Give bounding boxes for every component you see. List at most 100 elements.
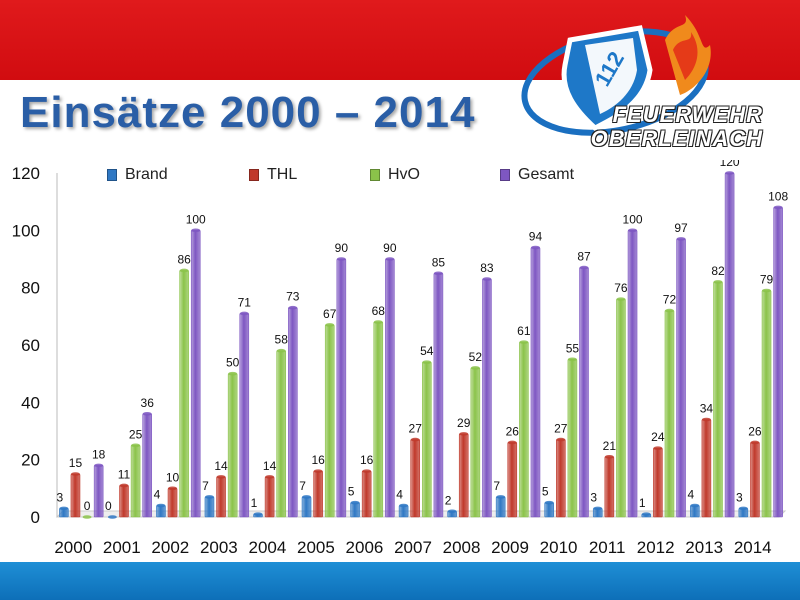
data-label-thl-2010: 27	[554, 422, 568, 436]
bar-cap-brand-2008	[447, 509, 457, 514]
data-label-gesamt-2006: 90	[383, 241, 397, 255]
bar-gesamt-2009	[530, 247, 541, 518]
chart-area: 0204060801001203150182000011253620014108…	[12, 160, 789, 557]
bar-gesamt-2013	[724, 172, 735, 518]
bar-cap-hvo-2011	[616, 297, 626, 301]
bottom-blue-band	[0, 562, 800, 600]
bar-cap-thl-2000	[70, 472, 80, 476]
bar-cap-gesamt-2012	[676, 237, 686, 241]
bar-cap-gesamt-2011	[628, 228, 638, 233]
data-label-brand-2009: 7	[493, 479, 500, 493]
data-label-brand-2013: 4	[687, 488, 694, 502]
bar-cap-brand-2001	[107, 515, 117, 519]
y-tick-label: 60	[21, 336, 40, 355]
data-label-thl-2002: 10	[166, 470, 180, 484]
bar-thl-2003	[216, 476, 226, 518]
data-label-gesamt-2000: 18	[92, 447, 106, 461]
bar-cap-thl-2011	[604, 455, 614, 459]
bar-cap-gesamt-2009	[530, 245, 540, 250]
legend-item-thl: THL	[249, 166, 297, 184]
bar-thl-2006	[361, 470, 372, 518]
bar-cap-thl-2014	[750, 440, 760, 445]
x-tick-label: 2004	[248, 538, 286, 557]
bar-gesamt-2000	[93, 465, 104, 518]
bar-hvo-2011	[616, 298, 626, 518]
bar-cap-gesamt-2003	[239, 311, 249, 316]
bar-cap-hvo-2007	[422, 360, 432, 364]
bar-cap-brand-2003	[204, 495, 214, 499]
bar-cap-hvo-2003	[228, 371, 238, 376]
data-label-thl-2004: 14	[263, 459, 277, 473]
bar-cap-gesamt-2002	[191, 228, 201, 233]
bar-cap-gesamt-2008	[482, 277, 492, 281]
data-label-hvo-2004: 58	[275, 333, 289, 347]
bar-cap-brand-2009	[496, 495, 506, 499]
x-tick-label: 2013	[685, 538, 723, 557]
bar-thl-2002	[167, 488, 178, 518]
data-label-brand-2007: 4	[396, 488, 403, 502]
y-tick-label: 0	[31, 508, 40, 527]
bar-cap-hvo-2008	[470, 366, 480, 370]
chart-floor	[55, 510, 787, 518]
bar-gesamt-2006	[385, 258, 395, 518]
legend-label: HvO	[388, 166, 420, 183]
y-tick-label: 20	[21, 451, 40, 470]
data-label-thl-2006: 16	[360, 453, 374, 467]
bar-thl-2005	[313, 470, 323, 518]
bar-gesamt-2005	[336, 258, 347, 518]
data-label-hvo-2008: 52	[469, 350, 483, 364]
bar-brand-2006	[350, 502, 360, 518]
data-label-brand-2012: 1	[639, 496, 646, 510]
bar-hvo-2013	[713, 281, 723, 518]
bar-cap-brand-2002	[156, 503, 166, 508]
bar-gesamt-2002	[190, 230, 201, 518]
bar-cap-gesamt-2005	[336, 257, 346, 261]
y-tick-label: 100	[12, 221, 40, 240]
data-label-hvo-2011: 76	[614, 281, 628, 295]
data-label-brand-2010: 5	[542, 485, 549, 499]
bar-gesamt-2007	[433, 273, 444, 518]
bar-thl-2010	[555, 439, 566, 518]
bar-cap-thl-2001	[119, 483, 129, 488]
x-tick-label: 2008	[443, 538, 481, 557]
logo-text-feuerwehr: FEUERWEHR	[612, 102, 763, 127]
x-tick-label: 2007	[394, 538, 432, 557]
data-label-gesamt-2011: 100	[623, 212, 643, 226]
data-label-brand-2008: 2	[445, 493, 452, 507]
data-label-brand-2004: 1	[251, 496, 258, 510]
bar-cap-gesamt-2010	[579, 265, 589, 270]
bar-brand-2009	[495, 496, 506, 518]
bar-cap-thl-2003	[216, 475, 226, 479]
bar-cap-hvo-2004	[276, 348, 286, 353]
legend-swatch	[370, 169, 380, 181]
bar-cap-gesamt-2014	[773, 205, 783, 210]
data-label-gesamt-2004: 73	[286, 290, 300, 304]
bar-cap-hvo-2013	[713, 280, 723, 284]
bar-cap-gesamt-2000	[94, 463, 104, 468]
bar-brand-2003	[204, 496, 215, 518]
data-label-gesamt-2005: 90	[335, 241, 349, 255]
bar-cap-hvo-2005	[325, 323, 335, 327]
bar-cap-hvo-2009	[519, 340, 529, 344]
bar-gesamt-2012	[676, 238, 686, 518]
bar-cap-gesamt-2001	[142, 412, 152, 416]
data-label-gesamt-2008: 83	[480, 261, 494, 275]
bar-hvo-2009	[519, 341, 529, 518]
data-label-brand-2001: 0	[105, 499, 112, 513]
bar-cap-brand-2010	[544, 500, 554, 505]
y-tick-label: 80	[21, 279, 40, 298]
bar-cap-brand-2005	[302, 495, 312, 499]
bar-cap-thl-2004	[265, 475, 275, 479]
bar-thl-2007	[410, 439, 421, 518]
bar-hvo-2012	[664, 310, 675, 518]
bar-thl-2009	[507, 442, 518, 518]
data-label-thl-2007: 27	[409, 422, 423, 436]
bar-cap-gesamt-2006	[385, 257, 395, 261]
bar-cap-hvo-2002	[179, 268, 189, 273]
bar-thl-2011	[604, 456, 615, 518]
y-tick-label: 40	[21, 393, 40, 412]
bar-cap-hvo-2000	[82, 515, 92, 519]
bar-cap-brand-2011	[593, 506, 603, 511]
data-label-gesamt-2012: 97	[674, 221, 688, 235]
legend-swatch	[500, 169, 510, 181]
